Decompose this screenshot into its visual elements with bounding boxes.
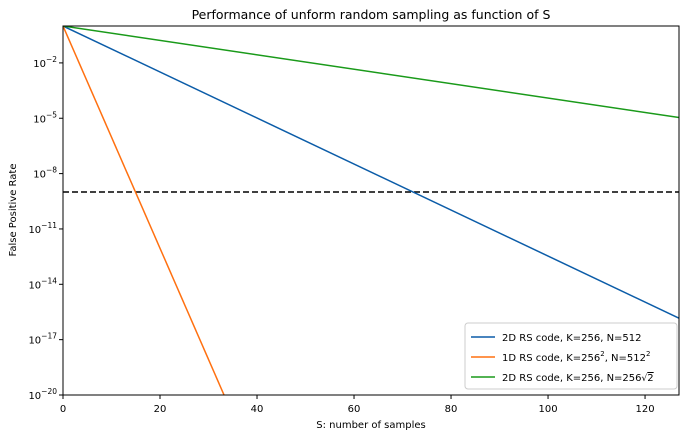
x-axis-label: S: number of samples xyxy=(316,420,426,431)
x-tick-label: 0 xyxy=(60,404,66,415)
x-tick-label: 20 xyxy=(154,404,167,415)
legend-label-2: 2D RS code, K=256, N=256√2 xyxy=(502,373,654,384)
plot-frame xyxy=(62,25,680,396)
y-tick-label: 10−17 xyxy=(28,332,57,347)
y-tick-label: 10−2 xyxy=(33,55,57,70)
series-line-1 xyxy=(63,26,225,395)
legend-label-1: 1D RS code, K=2562, N=5122 xyxy=(502,350,650,364)
x-tick-label: 100 xyxy=(538,404,557,415)
x-tick-label: 60 xyxy=(348,404,361,415)
legend: 2D RS code, K=256, N=512 1D RS code, K=25… xyxy=(464,322,678,390)
y-tick-label: 10−20 xyxy=(28,387,57,402)
y-tick-label: 10−14 xyxy=(28,276,57,291)
y-tick-label: 10−8 xyxy=(33,166,57,181)
series-line-2 xyxy=(63,26,679,119)
series-line-0 xyxy=(63,26,679,319)
legend-label-0: 2D RS code, K=256, N=512 xyxy=(502,333,642,344)
legend-box xyxy=(464,322,678,390)
y-tick-label: 10−5 xyxy=(33,110,57,125)
x-tick-label: 120 xyxy=(636,404,655,415)
chart-title: Performance of unform random sampling as… xyxy=(192,7,551,22)
x-tick-label: 40 xyxy=(251,404,264,415)
x-tick-label: 80 xyxy=(445,404,458,415)
y-axis-label: False Positive Rate xyxy=(8,164,19,257)
y-tick-label: 10−11 xyxy=(28,221,57,236)
